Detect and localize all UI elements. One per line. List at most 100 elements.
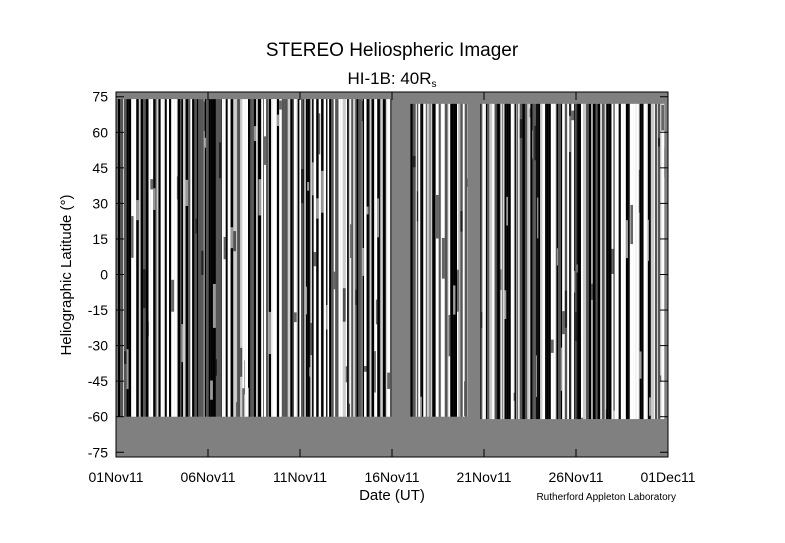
texture-speck [561, 348, 562, 391]
texture-speck [136, 200, 139, 220]
x-tick-label: 26Nov11 [548, 469, 603, 485]
texture-stripe [655, 104, 657, 419]
texture-speck [205, 138, 207, 148]
texture-speck [364, 366, 366, 372]
texture-speck [279, 100, 282, 109]
texture-stripe [174, 99, 177, 417]
x-tick-label: 01Dec11 [640, 469, 695, 485]
texture-stripe [358, 99, 360, 417]
texture-speck [127, 349, 129, 389]
texture-stripe [210, 99, 213, 417]
texture-stripe [165, 99, 167, 417]
texture-stripe [459, 104, 460, 417]
texture-stripe [279, 99, 282, 417]
texture-stripe [157, 99, 159, 417]
texture-speck [557, 248, 558, 265]
texture-stripe [213, 99, 216, 417]
texture-stripe [143, 99, 146, 417]
texture-stripe [282, 99, 285, 417]
texture-speck [377, 198, 379, 237]
y-tick-label: 60 [92, 124, 108, 140]
texture-stripe [619, 104, 621, 419]
texture-speck [219, 142, 221, 178]
texture-stripe [298, 99, 300, 417]
texture-stripe [337, 99, 339, 417]
texture-speck [312, 162, 314, 195]
texture-stripe [162, 99, 163, 417]
texture-stripe [646, 104, 648, 419]
texture-stripe [348, 99, 349, 417]
texture-stripe [161, 99, 163, 417]
texture-speck [124, 351, 127, 364]
texture-stripe [221, 99, 222, 417]
texture-stripe [158, 99, 160, 417]
texture-stripe [217, 99, 219, 417]
texture-speck [258, 179, 261, 215]
texture-speck [186, 180, 189, 206]
texture-stripe [367, 99, 369, 417]
texture-stripe [385, 99, 386, 417]
texture-stripe [658, 104, 660, 419]
texture-stripe [245, 99, 248, 417]
texture-speck [614, 411, 615, 420]
texture-stripe [250, 99, 252, 417]
texture-stripe [635, 104, 637, 419]
texture-speck [661, 105, 664, 131]
texture-stripe [570, 104, 571, 419]
y-tick-label: -45 [88, 373, 108, 389]
subtitle-text: HI-1B: 40R [347, 69, 431, 88]
texture-stripe [416, 104, 417, 417]
texture-stripe [445, 104, 448, 417]
texture-speck [310, 323, 312, 355]
texture-stripe [589, 104, 591, 419]
texture-speck [153, 188, 155, 210]
texture-stripe [307, 99, 309, 417]
texture-speck [417, 191, 418, 221]
texture-stripe [290, 99, 292, 417]
texture-stripe [417, 104, 418, 417]
texture-stripe [155, 99, 156, 417]
texture-stripe [533, 104, 535, 419]
texture-speck [177, 176, 178, 199]
texture-speck [581, 418, 583, 419]
texture-speck [316, 198, 318, 218]
texture-stripe [558, 104, 561, 419]
texture-stripe [293, 99, 294, 417]
texture-stripe [254, 99, 256, 417]
y-tick-label: 45 [92, 160, 108, 176]
texture-stripe [167, 99, 169, 417]
texture-speck [534, 126, 536, 160]
texture-stripe [537, 104, 538, 419]
texture-stripe [527, 104, 529, 419]
texture-speck [319, 113, 321, 154]
image-texture [480, 104, 664, 419]
texture-speck [244, 360, 245, 394]
texture-stripe [605, 104, 606, 419]
texture-stripe [503, 104, 504, 419]
texture-stripe [376, 99, 377, 417]
texture-stripe [188, 99, 190, 417]
texture-stripe [362, 99, 363, 417]
texture-stripe [432, 104, 435, 417]
texture-stripe [583, 104, 586, 419]
texture-stripe [598, 104, 601, 419]
texture-speck [236, 402, 237, 417]
texture-stripe [503, 104, 504, 419]
texture-stripe [242, 99, 244, 417]
texture-stripe [310, 99, 312, 417]
texture-speck [574, 271, 575, 292]
texture-stripe [261, 99, 263, 417]
texture-stripe [621, 104, 623, 419]
texture-stripe [299, 99, 301, 417]
texture-stripe [427, 104, 430, 417]
texture-stripe [520, 104, 523, 419]
texture-speck [453, 285, 455, 314]
texture-stripe [439, 104, 441, 417]
texture-speck [639, 170, 640, 213]
texture-stripe [301, 99, 303, 417]
texture-speck [367, 207, 369, 215]
texture-stripe [369, 99, 370, 417]
texture-stripe [487, 104, 489, 419]
texture-stripe [413, 104, 416, 417]
texture-stripe [630, 104, 633, 419]
